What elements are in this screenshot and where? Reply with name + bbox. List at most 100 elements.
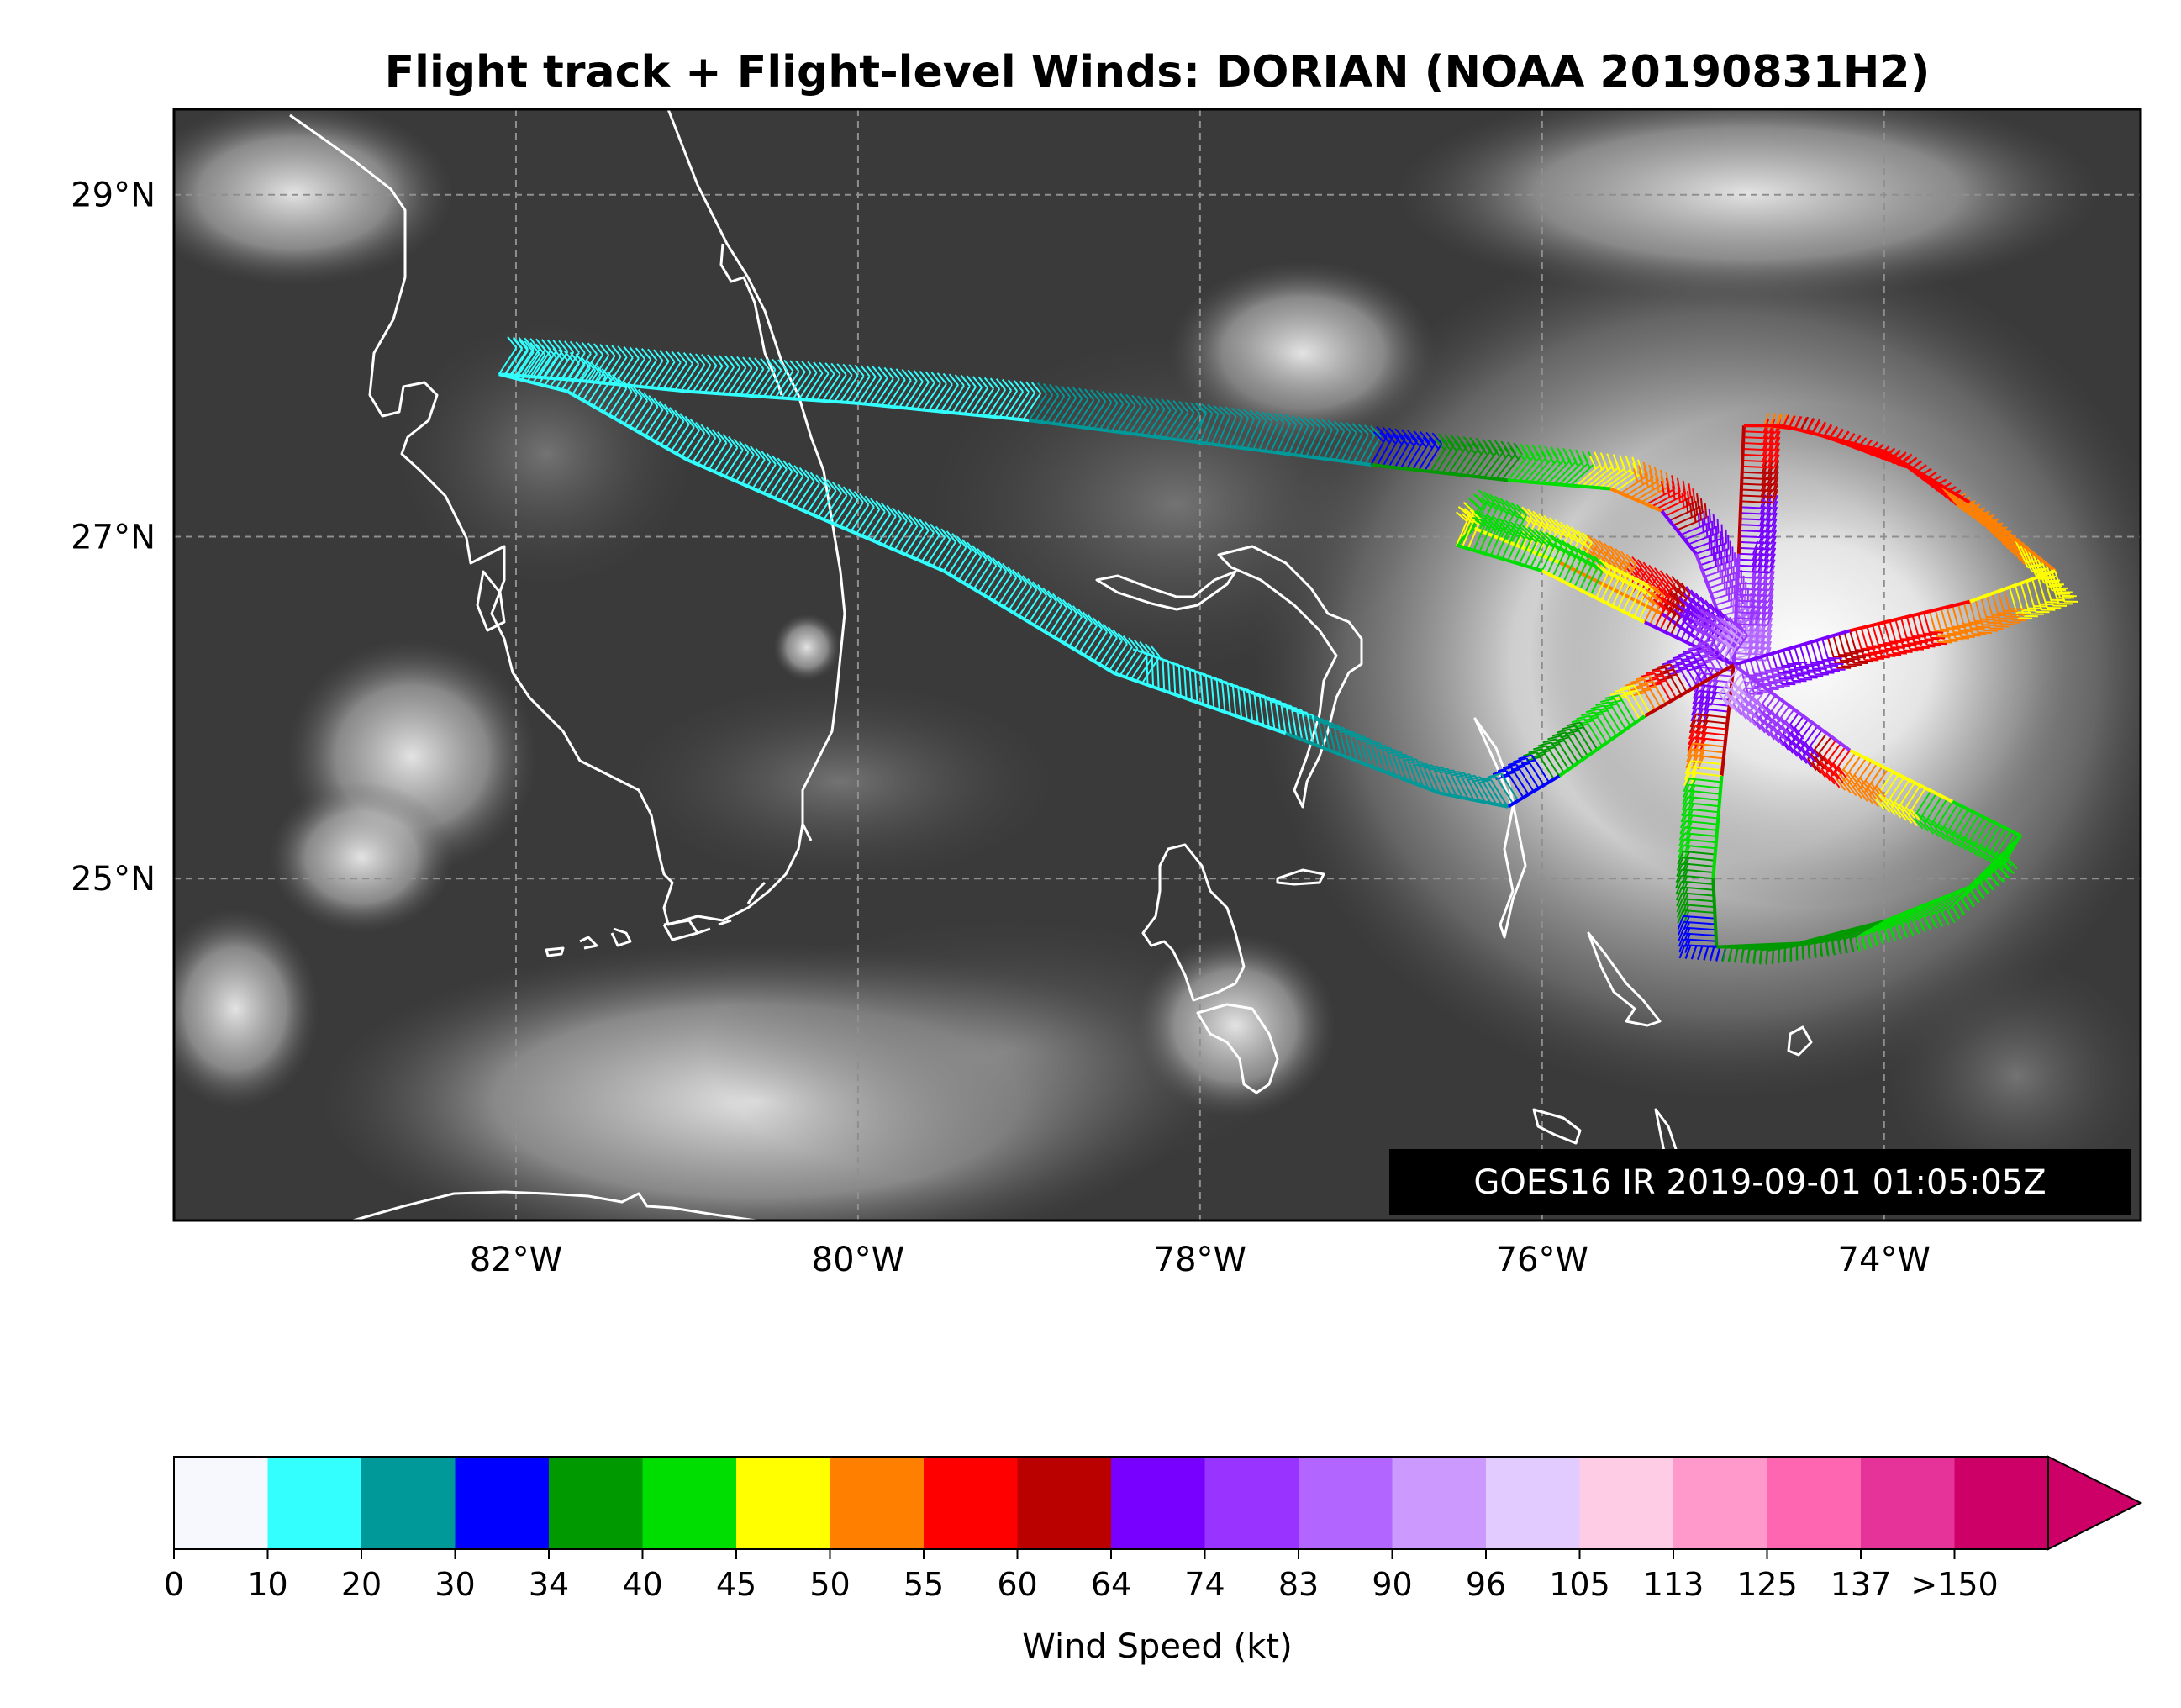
wind-barb-55 (821, 362, 841, 402)
track-line-0-6 (1371, 463, 1509, 482)
wind-barb-721 (1356, 737, 1380, 770)
wind-barb-857 (650, 401, 669, 440)
lon-tick-label-1: 80°W (812, 1241, 904, 1279)
wind-barb-93 (1046, 384, 1066, 424)
wind-barb-122 (1216, 405, 1231, 445)
wind-barb-841 (735, 443, 755, 482)
wind-barb-782 (1048, 596, 1068, 635)
wind-barb-363 (1860, 627, 1884, 660)
wind-barb-453 (1530, 528, 1546, 568)
wind-barb-879 (532, 345, 552, 383)
cloud-field (174, 109, 2141, 1220)
wind-barb-353 (1917, 614, 1941, 646)
colorbar-tick-label-2: 20 (341, 1566, 382, 1603)
track-line-1-1 (1736, 425, 1746, 554)
wind-barb-858 (645, 398, 664, 437)
cat-island (1587, 931, 1662, 1027)
wind-barb-88 (1016, 381, 1036, 420)
colorbar-tick-label-13: 90 (1372, 1566, 1412, 1603)
wind-barb-798 (967, 547, 988, 587)
track-line-5-0 (1456, 543, 1543, 573)
wind-barb-331 (2042, 574, 2068, 607)
wind-barb-451 (1518, 525, 1534, 565)
wind-barb-773 (1093, 623, 1113, 662)
wind-barb-628 (1830, 750, 1851, 788)
colorbar-tick-label-1: 10 (247, 1566, 287, 1603)
longitude-tick-labels: 82°W 80°W 78°W 76°W 74°W (470, 1241, 1931, 1279)
track-line-9-2 (1507, 774, 1561, 809)
wind-barb-697 (1482, 776, 1515, 804)
wind-barb-372 (1810, 641, 1835, 674)
wind-barb-466 (1600, 561, 1617, 601)
wind-barb-0 (498, 336, 518, 375)
wind-barb-621 (1868, 768, 1889, 808)
wind-barb-743 (1240, 688, 1259, 724)
wind-barb-843 (724, 438, 744, 477)
wind-barb-22 (626, 347, 645, 387)
wind-barb-636 (1793, 722, 1814, 761)
colorbar-tick-label-11: 74 (1184, 1566, 1225, 1603)
wind-barb-739 (1261, 696, 1282, 732)
wind-barb-481 (1678, 600, 1696, 640)
wind-barb-825 (823, 482, 842, 520)
wind-barb-799 (962, 545, 983, 584)
wind-barb-847 (703, 429, 722, 468)
florida-west-coast (289, 113, 804, 926)
track-line-8-1 (1849, 748, 1954, 804)
wind-barb-603 (1967, 816, 1985, 857)
wind-barb-28 (662, 351, 682, 390)
wind-barb-121 (1210, 404, 1225, 445)
wind-barb-463 (1584, 553, 1600, 593)
wind-barb-114 (1169, 400, 1189, 440)
wind-barb-44 (756, 358, 777, 398)
wind-barb-882 (515, 340, 535, 379)
latitude-tick-labels: 29°N 27°N 25°N (71, 177, 155, 899)
wind-barb-604 (1961, 814, 1980, 854)
wind-barb-730 (1309, 716, 1330, 751)
wind-barb-333 (2031, 578, 2056, 611)
wind-barb-147 (1364, 425, 1382, 465)
wind-barb-342 (1980, 597, 2004, 630)
wind-barb-119 (1198, 403, 1214, 443)
wind-barb-875 (555, 351, 575, 389)
track-line-0-3 (857, 401, 1030, 423)
wind-barb-134 (1288, 414, 1304, 455)
wind-barb-850 (686, 421, 706, 461)
wind-barb-601 (1977, 822, 1996, 862)
wind-barb-124 (1229, 407, 1243, 447)
wind-barb-365 (1849, 630, 1873, 663)
wind-barb-868 (593, 368, 612, 407)
andros-island (1141, 843, 1246, 1002)
wind-barb-870 (582, 362, 602, 401)
wind-barb-446 (1489, 516, 1505, 556)
wind-barb-801 (952, 539, 972, 577)
wind-barb-864 (613, 380, 633, 419)
wind-barb-108 (1134, 396, 1154, 435)
colorbar-tick-label-14: 96 (1466, 1566, 1506, 1603)
wind-barb-48 (780, 360, 800, 398)
wind-barb-770 (1109, 632, 1128, 672)
wind-barb-881 (520, 341, 540, 381)
wind-barb-840 (740, 445, 761, 484)
wind-barb-872 (572, 356, 591, 395)
wind-barb-32 (686, 353, 706, 393)
wind-barb-118 (1193, 403, 1208, 443)
wind-barb-30 (674, 352, 693, 391)
wind-barb-728 (1319, 721, 1341, 755)
wind-barb-123 (1223, 406, 1237, 446)
wind-barb-164 (1465, 437, 1486, 477)
wind-barb-775 (1083, 617, 1103, 656)
wind-barb-368 (1832, 635, 1857, 667)
wind-barb-722 (1351, 735, 1375, 768)
wind-barb-468 (1611, 567, 1627, 607)
wind-barb-719 (1366, 742, 1391, 774)
wind-barb-726 (1330, 725, 1353, 760)
coastlines (289, 109, 1813, 1220)
wind-barb-596 (2004, 835, 2022, 875)
wind-barb-619 (1880, 774, 1899, 813)
wind-barb-597 (1998, 832, 2017, 872)
wind-barb-767 (1125, 639, 1144, 678)
wind-barb-834 (773, 460, 793, 499)
lon-tick-label-4: 74°W (1838, 1241, 1931, 1279)
wind-barb-165 (1471, 438, 1492, 477)
